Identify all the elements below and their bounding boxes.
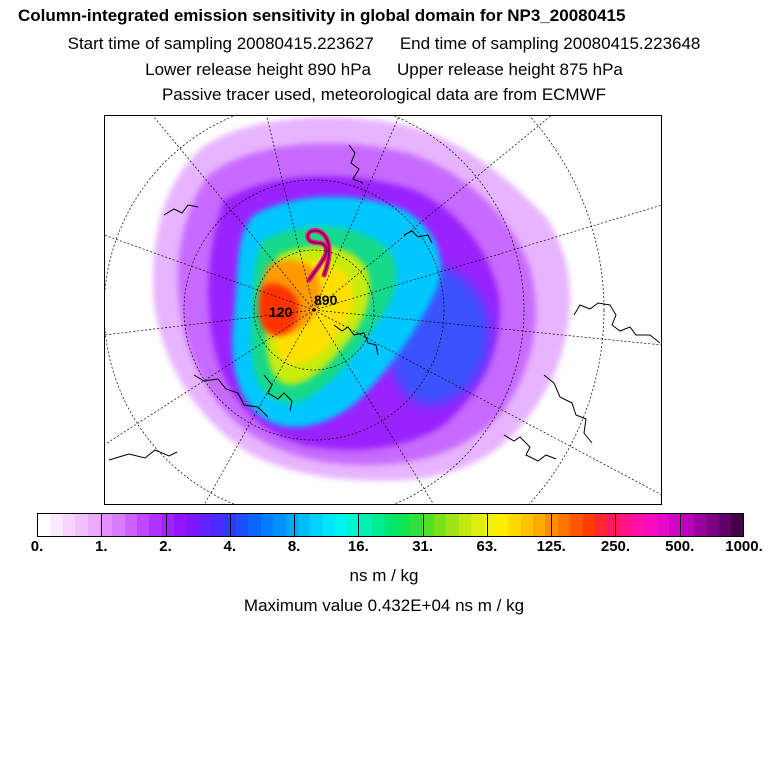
colorbar-tick-label: 31. xyxy=(412,538,434,555)
colorbar-cell xyxy=(211,514,224,536)
colorbar-tick-label: 250. xyxy=(600,538,631,555)
colorbar-tick-line xyxy=(165,514,167,536)
colorbar-cell xyxy=(619,514,632,536)
colorbar-tick-label: 125. xyxy=(536,538,566,555)
colorbar-cell xyxy=(582,514,595,536)
colorbar-cell xyxy=(533,514,546,536)
colorbar-tick-line xyxy=(551,514,553,536)
sensitivity-field xyxy=(153,117,571,481)
colorbar-cell xyxy=(508,514,521,536)
colorbar-cell xyxy=(198,514,212,536)
colorbar-tick-line xyxy=(615,514,617,536)
map-panel: 120 890 xyxy=(104,115,662,505)
colorbar xyxy=(37,513,744,537)
colorbar-cell xyxy=(731,514,744,536)
map-border xyxy=(104,115,662,505)
colorbar-cell xyxy=(137,514,150,536)
start-time-label: Start time of sampling 20080415.223627 xyxy=(67,34,374,53)
colorbar-cell xyxy=(446,514,459,536)
colorbar-cell xyxy=(471,514,484,536)
colorbar-cell xyxy=(458,514,472,536)
colorbar-tick-line xyxy=(422,514,424,536)
release-heights: Lower release height 890 hPa Upper releas… xyxy=(0,60,768,80)
coastlines xyxy=(108,144,661,462)
trajectory-label-end: 890 xyxy=(314,292,338,308)
colorbar-cell xyxy=(483,514,496,536)
colorbar-cell xyxy=(706,514,719,536)
colorbar-cell xyxy=(112,514,125,536)
colorbar-cell xyxy=(409,514,422,536)
colorbar-cell xyxy=(260,514,274,536)
colorbar-cell xyxy=(236,514,249,536)
colorbar-tick-line xyxy=(229,514,231,536)
colorbar-cell xyxy=(124,514,137,536)
colorbar-tick-line xyxy=(101,514,103,536)
colorbar-cell xyxy=(285,514,298,536)
trajectory-label-start: 120 xyxy=(269,304,293,320)
colorbar-ticks: 0. 1. 2. 4. 8. 16. 31. 63. 125. 250. 500. 1000. xyxy=(0,538,768,558)
colorbar-tick-label: 1. xyxy=(95,538,108,555)
colorbar-tick-label: 2. xyxy=(159,538,172,555)
colorbar-tick-line xyxy=(294,514,296,536)
colorbar-cell xyxy=(50,514,63,536)
sampling-times: Start time of sampling 20080415.223627 En… xyxy=(0,34,768,54)
polar-map: 120 890 xyxy=(104,115,662,505)
colorbar-cell xyxy=(149,514,162,536)
colorbar-units: ns m / kg xyxy=(349,566,419,585)
tracer-note: Passive tracer used, meteorological data… xyxy=(161,85,607,104)
colorbar-cell xyxy=(161,514,175,536)
colorbar-cell xyxy=(693,514,707,536)
colorbar-tick-label: 500. xyxy=(665,538,695,555)
colorbar-cell xyxy=(174,514,187,536)
colorbar-cell xyxy=(248,514,261,536)
colorbar-tick-label: 1000. xyxy=(725,538,763,555)
colorbar-cell xyxy=(62,514,76,536)
chart-title: Column-integrated emission sensitivity i… xyxy=(18,6,626,25)
colorbar-tick-line xyxy=(358,514,360,536)
colorbar-cell xyxy=(669,514,682,536)
colorbar-cell xyxy=(75,514,88,536)
colorbar-cell xyxy=(421,514,434,536)
colorbar-cell xyxy=(557,514,571,536)
colorbar-cell xyxy=(372,514,385,536)
upper-height-label: Upper release height 875 hPa xyxy=(397,60,623,79)
maximum-value: Maximum value 0.432E+04 ns m / kg xyxy=(243,596,525,615)
colorbar-tick-line xyxy=(486,514,488,536)
colorbar-cell xyxy=(681,514,694,536)
colorbar-tick-label: 63. xyxy=(476,538,498,555)
colorbar-cell xyxy=(632,514,645,536)
end-time-label: End time of sampling 20080415.223648 xyxy=(399,34,701,53)
colorbar-cell xyxy=(359,514,373,536)
colorbar-tick-line xyxy=(679,514,681,536)
colorbar-cell xyxy=(520,514,533,536)
colorbar-tick-label: 4. xyxy=(223,538,237,555)
lower-height-label: Lower release height 890 hPa xyxy=(145,60,371,79)
colorbar-cell xyxy=(396,514,410,536)
colorbar-tick-label: 0. xyxy=(30,538,44,555)
colorbar-cell xyxy=(607,514,620,536)
colorbar-tick-label: 8. xyxy=(287,538,301,555)
colorbar-cell xyxy=(644,514,657,536)
colorbar-cell xyxy=(297,514,311,536)
colorbar-cell xyxy=(495,514,509,536)
colorbar-cell xyxy=(310,514,323,536)
colorbar-cell xyxy=(347,514,360,536)
colorbar-cell xyxy=(656,514,670,536)
colorbar-cell xyxy=(434,514,447,536)
colorbar-cell xyxy=(384,514,397,536)
colorbar-cell xyxy=(186,514,199,536)
colorbar-cell xyxy=(322,514,335,536)
colorbar-cell xyxy=(87,514,100,536)
colorbar-cell xyxy=(38,514,51,536)
colorbar-cell xyxy=(99,514,113,536)
colorbar-tick-label: 16. xyxy=(347,538,369,555)
colorbar-cell xyxy=(570,514,583,536)
colorbar-cell xyxy=(335,514,348,536)
colorbar-cell xyxy=(718,514,731,536)
colorbar-cell xyxy=(594,514,608,536)
colorbar-cell xyxy=(273,514,286,536)
graticule xyxy=(104,115,662,505)
